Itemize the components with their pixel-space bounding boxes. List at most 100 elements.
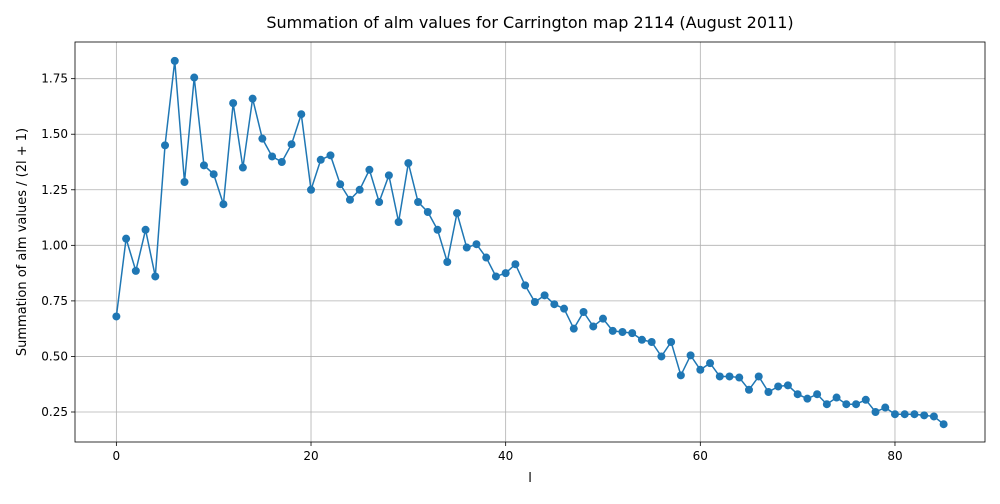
data-point — [423, 208, 432, 216]
y-tick-label: 1.75 — [41, 72, 68, 86]
x-tick-label: 20 — [303, 449, 318, 463]
data-point — [735, 373, 744, 382]
data-point — [336, 180, 345, 189]
data-point — [793, 390, 802, 399]
data-point — [764, 388, 773, 396]
x-axis-label: l — [528, 471, 532, 486]
data-point — [180, 178, 189, 186]
data-point — [287, 140, 296, 149]
data-point — [404, 159, 413, 168]
data-point — [822, 400, 831, 409]
data-point — [686, 351, 695, 360]
data-point — [219, 200, 228, 209]
data-point — [813, 390, 822, 399]
data-point — [433, 225, 442, 234]
data-point — [345, 195, 354, 204]
data-point — [657, 352, 666, 361]
data-point — [384, 171, 393, 180]
data-point — [550, 300, 559, 309]
data-point — [744, 385, 753, 394]
data-point — [268, 152, 277, 161]
data-point — [754, 372, 763, 381]
data-point — [676, 371, 685, 380]
data-point — [122, 234, 131, 243]
data-point — [511, 260, 520, 269]
data-point — [832, 393, 841, 402]
data-point — [209, 170, 218, 179]
data-point — [608, 326, 617, 335]
axes: 0 20 40 60 80 0.25 0.50 0.75 1.00 1.25 1.50 1.75 — [41, 41, 986, 463]
data-point — [112, 312, 121, 321]
data-point — [774, 382, 783, 391]
data-point — [598, 314, 607, 323]
data-point — [277, 158, 286, 166]
plot-frame — [74, 41, 986, 443]
data-point — [569, 324, 578, 333]
data-point — [647, 338, 656, 346]
y-tick-label: 0.25 — [41, 405, 68, 419]
series-line — [115, 60, 945, 425]
data-point — [628, 329, 637, 338]
data-point — [443, 258, 452, 266]
data-point — [667, 338, 676, 346]
data-point — [307, 185, 316, 194]
data-point — [141, 225, 150, 234]
data-point — [472, 240, 481, 249]
data-point — [151, 272, 160, 281]
data-point — [326, 151, 335, 160]
y-tick-label: 1.25 — [41, 183, 68, 197]
data-point — [852, 400, 861, 409]
data-point — [706, 359, 715, 368]
data-point — [238, 163, 247, 172]
data-point — [161, 141, 170, 150]
x-tick-label: 60 — [693, 449, 708, 463]
data-point — [248, 94, 257, 103]
data-point — [890, 410, 899, 419]
data-point — [637, 335, 646, 344]
data-point — [375, 198, 384, 206]
data-point — [199, 161, 208, 170]
data-point — [453, 209, 462, 218]
data-point — [861, 395, 870, 404]
data-point — [929, 412, 938, 421]
data-point — [491, 272, 500, 281]
data-point — [482, 253, 491, 262]
x-tick-label: 40 — [498, 449, 513, 463]
data-point — [783, 381, 792, 390]
data-point — [521, 281, 530, 290]
data-point — [297, 110, 306, 119]
y-tick-label: 0.75 — [41, 294, 68, 308]
y-tick-label: 0.50 — [41, 349, 68, 363]
data-point — [871, 408, 880, 416]
data-point — [258, 134, 267, 143]
data-point — [803, 394, 812, 403]
data-point — [920, 411, 929, 420]
data-point — [618, 328, 627, 336]
grid — [75, 42, 985, 442]
x-tick-label: 80 — [887, 449, 902, 463]
data-point — [881, 403, 890, 412]
data-point — [842, 400, 851, 409]
data-point — [355, 185, 364, 194]
data-point — [589, 322, 598, 331]
chart-title: Summation of alm values for Carrington m… — [266, 13, 793, 32]
data-point — [696, 365, 705, 374]
data-point — [530, 298, 539, 306]
data-point — [560, 304, 569, 313]
data-point — [501, 269, 510, 278]
data-point — [170, 56, 179, 65]
data-point — [715, 372, 724, 381]
y-axis-label: Summation of alm values / (2l + 1) — [15, 128, 30, 356]
y-tick-label: 1.00 — [41, 238, 68, 252]
series — [112, 56, 948, 429]
data-point — [365, 165, 374, 174]
data-point — [394, 218, 403, 226]
data-point — [190, 73, 199, 82]
data-point — [725, 372, 734, 381]
data-point — [414, 198, 423, 206]
y-tick-label: 1.50 — [41, 127, 68, 141]
data-point — [316, 155, 325, 164]
data-point — [131, 266, 140, 275]
